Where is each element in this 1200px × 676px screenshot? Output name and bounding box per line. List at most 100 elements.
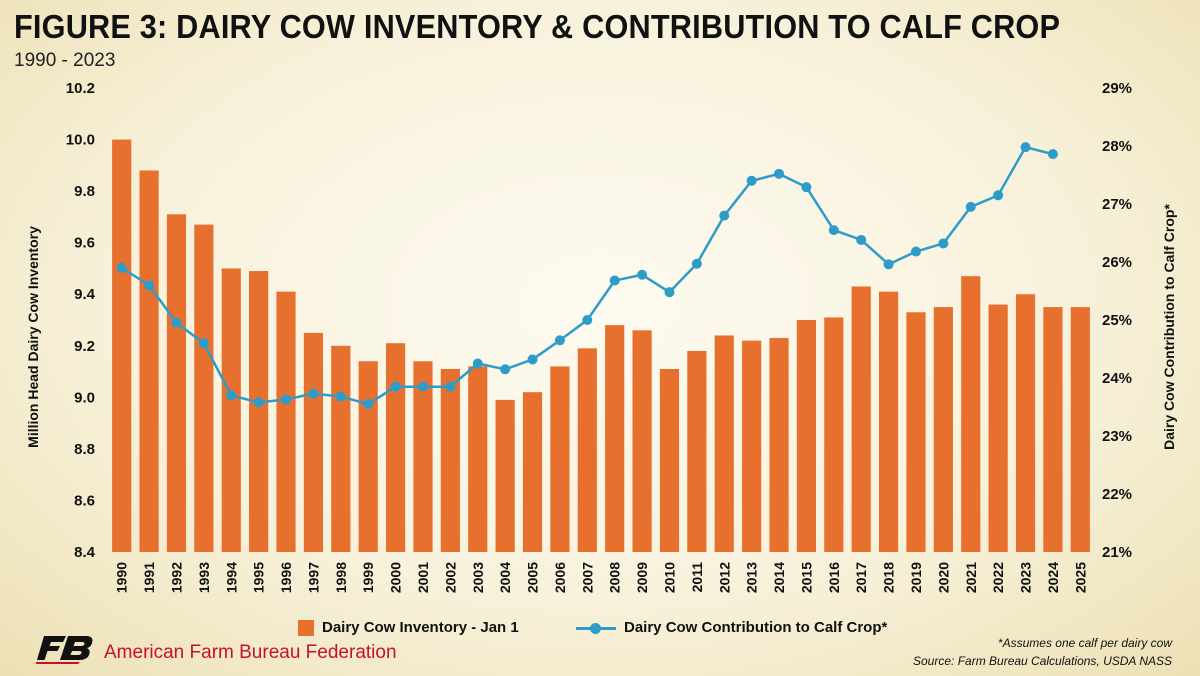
source-note: Source: Farm Bureau Calculations, USDA N…: [913, 654, 1172, 668]
x-tick-label: 2013: [744, 562, 760, 593]
x-tick-label: 2003: [470, 562, 486, 593]
right-tick-label: 26%: [1102, 254, 1132, 271]
legend-line-swatch: [576, 620, 616, 636]
x-tick-label: 1997: [305, 562, 321, 593]
x-tick-label: 2001: [415, 562, 431, 593]
inventory-bar: [605, 325, 625, 552]
contribution-point: [417, 381, 428, 392]
inventory-bar: [742, 340, 762, 552]
inventory-bar: [331, 345, 351, 552]
x-tick-label: 2012: [716, 562, 732, 593]
left-tick-label: 10.2: [66, 80, 95, 97]
x-tick-label: 2024: [1045, 562, 1061, 593]
legend-label-contribution: Dairy Cow Contribution to Calf Crop*: [624, 619, 888, 636]
inventory-bar: [413, 361, 433, 552]
x-tick-label: 1990: [114, 562, 130, 593]
right-tick-label: 29%: [1102, 80, 1132, 97]
contribution-point: [363, 399, 374, 410]
contribution-point: [253, 397, 264, 408]
x-tick-label: 1998: [333, 562, 349, 593]
left-tick-label: 8.8: [74, 441, 95, 458]
inventory-bar: [933, 307, 953, 552]
inventory-bar: [495, 399, 515, 552]
inventory-bars: [112, 139, 1090, 553]
org-name: American Farm Bureau Federation: [104, 642, 397, 663]
inventory-bar: [577, 348, 597, 552]
right-tick-label: 27%: [1102, 196, 1132, 213]
x-tick-label: 2018: [881, 562, 897, 593]
contribution-point: [1047, 149, 1058, 160]
left-axis-ticks: 10.2 10.0 9.8 9.6 9.4 9.2 9.0 8.8 8.6 8.4: [66, 80, 96, 561]
inventory-bar: [194, 224, 214, 552]
left-tick-label: 8.4: [74, 544, 96, 561]
right-tick-label: 24%: [1102, 370, 1132, 387]
x-tick-label: 2002: [442, 562, 458, 593]
chart-subtitle: 1990 - 2023: [14, 50, 116, 71]
contribution-point: [554, 335, 565, 346]
contribution-point: [993, 190, 1004, 201]
left-tick-label: 8.6: [74, 492, 95, 509]
contribution-point: [774, 168, 785, 179]
inventory-bar: [522, 392, 543, 552]
x-tick-label: 2004: [497, 562, 513, 593]
x-tick-label: 2017: [853, 562, 869, 593]
right-tick-label: 21%: [1102, 544, 1132, 561]
footnote: *Assumes one calf per dairy cow: [997, 636, 1172, 650]
inventory-bar: [550, 366, 570, 552]
contribution-point: [883, 259, 894, 270]
contribution-point: [144, 280, 155, 291]
inventory-bar: [851, 286, 871, 552]
x-axis-ticks: 1990 1991 1992 1993 1994 1995 1996 1997 1998 1999…: [114, 562, 1089, 593]
x-tick-label: 2025: [1072, 562, 1088, 593]
x-tick-label: 2005: [525, 562, 541, 593]
inventory-bar: [906, 312, 926, 552]
x-tick-label: 1996: [278, 562, 294, 593]
inventory-bar: [769, 338, 789, 552]
x-tick-label: 1992: [168, 562, 184, 593]
farm-bureau-logo-icon: [36, 636, 93, 664]
inventory-bar: [659, 368, 680, 552]
x-tick-label: 2010: [661, 562, 677, 593]
inventory-bar: [687, 350, 707, 552]
contribution-line: [116, 142, 1058, 410]
legend-item-inventory: Dairy Cow Inventory - Jan 1: [298, 619, 519, 636]
x-tick-label: 2006: [552, 562, 568, 593]
contribution-point: [938, 238, 949, 249]
inventory-bar: [303, 332, 324, 552]
contribution-point: [281, 394, 292, 405]
contribution-point: [719, 210, 730, 221]
inventory-bar: [468, 366, 488, 552]
legend-label-inventory: Dairy Cow Inventory - Jan 1: [322, 619, 519, 636]
contribution-point: [746, 175, 757, 186]
inventory-bar: [166, 214, 187, 553]
inventory-bar: [112, 139, 132, 553]
contribution-point: [335, 391, 346, 402]
left-tick-label: 9.4: [74, 286, 96, 303]
contribution-point: [828, 225, 839, 236]
contribution-point: [691, 258, 702, 269]
contribution-point: [637, 269, 648, 280]
x-tick-label: 1993: [196, 562, 212, 593]
x-tick-label: 2021: [963, 562, 979, 593]
x-tick-label: 2008: [607, 562, 623, 593]
inventory-bar: [276, 291, 296, 552]
x-tick-label: 1991: [141, 562, 157, 593]
x-tick-label: 2016: [826, 562, 842, 593]
inventory-bar: [988, 304, 1008, 552]
inventory-bar: [824, 317, 844, 552]
contribution-point: [500, 364, 511, 375]
contribution-point: [390, 381, 401, 392]
contribution-point: [445, 381, 456, 392]
contribution-point: [527, 354, 538, 365]
inventory-bar: [385, 343, 406, 552]
x-tick-label: 2014: [771, 562, 787, 593]
x-tick-label: 2015: [798, 562, 814, 593]
inventory-bar: [358, 361, 378, 552]
contribution-point: [801, 182, 812, 193]
legend-bar-swatch: [298, 619, 314, 636]
x-tick-label: 2020: [935, 562, 951, 593]
inventory-bar: [1043, 307, 1063, 552]
contribution-point: [609, 275, 620, 286]
inventory-bar: [714, 335, 734, 552]
